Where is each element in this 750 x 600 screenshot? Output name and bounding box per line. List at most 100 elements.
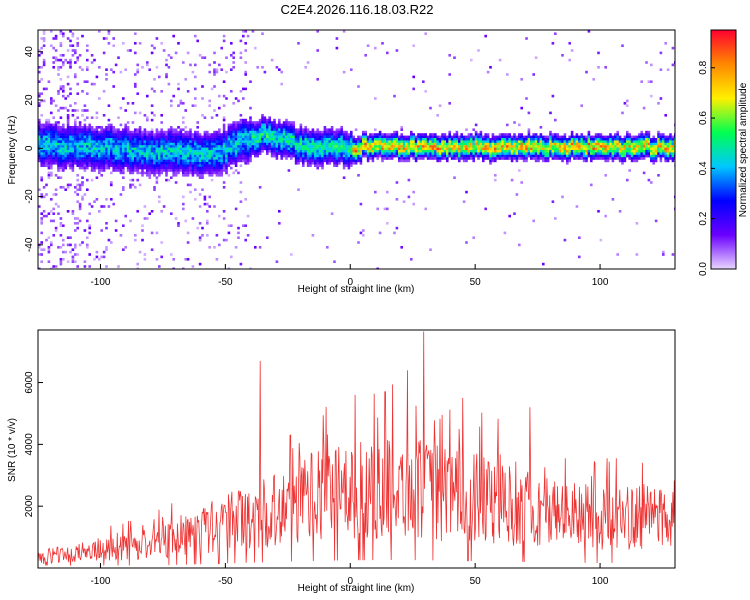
heatmap-cell [122,166,125,170]
heatmap-cell [628,147,631,151]
heatmap-cell [122,130,125,134]
heatmap-cell [50,123,53,127]
heatmap-cell [465,152,468,155]
heatmap-cell [626,142,629,146]
heatmap-cell [62,90,65,93]
heatmap-cell [266,130,269,134]
heatmap-cell [611,135,615,139]
heatmap-cell [244,30,247,33]
heatmap-cell [213,85,216,88]
heatmap-cell [191,150,195,153]
heatmap-cell [78,128,82,131]
heatmap-cell [513,150,516,153]
heatmap-cell [208,246,211,249]
heatmap-cell [76,37,79,40]
heatmap-cell [136,210,139,213]
heatmap-cell [316,150,319,153]
heatmap-cell [520,142,523,146]
heatmap-cell [395,150,399,153]
heatmap-cell [311,162,315,165]
heatmap-cell [59,78,63,81]
heatmap-cell [213,140,216,143]
heatmap-cell [501,152,504,155]
heatmap-cell [71,142,75,146]
heatmap-cell [378,150,382,153]
heatmap-cell [86,150,89,153]
heatmap-cell [170,56,173,59]
heatmap-cell [150,166,154,170]
heatmap-cell [323,138,327,141]
heatmap-cell [158,145,161,148]
heatmap-cell [47,174,51,177]
heatmap-cell [182,133,185,136]
heatmap-cell [50,157,53,160]
heatmap-cell [88,226,91,230]
heatmap-cell [47,142,51,146]
heatmap-cell [494,140,497,143]
heatmap-cell [170,140,173,143]
heatmap-cell [306,162,310,165]
heatmap-cell [222,164,226,167]
heatmap-cell [126,164,130,167]
heatmap-cell [561,150,564,153]
heatmap-cell [112,154,115,158]
heatmap-cell [141,171,144,175]
heatmap-cell [299,152,303,155]
heatmap-cell [513,147,516,151]
heatmap-cell [282,128,286,131]
heatmap-cell [210,157,214,160]
heatmap-cell [635,150,639,153]
heatmap-cell [520,135,523,139]
heatmap-cell [201,142,204,146]
heatmap-cell [462,157,466,160]
heatmap-cell [402,145,406,148]
heatmap-cell [611,198,615,201]
heatmap-cell [261,114,264,117]
heatmap-cell [42,159,46,163]
heatmap-cell [210,171,214,175]
heatmap-cell [450,154,454,158]
heatmap-cell [74,154,77,158]
heatmap-cell [249,130,252,134]
heatmap-cell [153,135,156,139]
heatmap-cell [494,150,497,153]
heatmap-cell [57,205,60,208]
heatmap-cell [340,128,343,131]
heatmap-cell [426,152,430,155]
heatmap-cell [182,164,185,167]
heatmap-cell [134,135,137,139]
heatmap-cell [374,46,377,50]
heatmap-cell [93,258,96,261]
heatmap-cell [482,145,485,148]
heatmap-cell [311,128,315,131]
heatmap-cell [470,142,473,146]
snr-x-axis: -100 -50 0 50 100 [90,563,609,587]
heatmap-cell [218,142,221,146]
heatmap-cell [618,150,622,153]
heatmap-cell [114,140,118,143]
heatmap-cell [515,157,519,160]
heatmap-cell [362,154,365,158]
heatmap-cell [206,150,209,153]
heatmap-cell [659,51,663,55]
heatmap-cell [249,121,252,124]
heatmap-cell [40,130,43,134]
heatmap-cell [359,140,363,143]
heatmap-cell [146,164,149,167]
heatmap-cell [198,147,202,151]
heatmap-cell [417,154,420,158]
heatmap-cell [479,154,483,158]
heatmap-cell [518,142,521,146]
heatmap-cell [105,68,108,71]
heatmap-cell [153,171,156,175]
heatmap-cell [160,114,163,117]
heatmap-cell [227,150,231,153]
heatmap-cell [78,164,82,167]
heatmap-cell [162,133,166,136]
heatmap-cell [309,130,312,134]
heatmap-cell [275,66,279,69]
heatmap-cell [196,164,199,167]
heatmap-cell [282,133,286,136]
heatmap-cell [131,178,135,182]
heatmap-cell [155,166,159,170]
